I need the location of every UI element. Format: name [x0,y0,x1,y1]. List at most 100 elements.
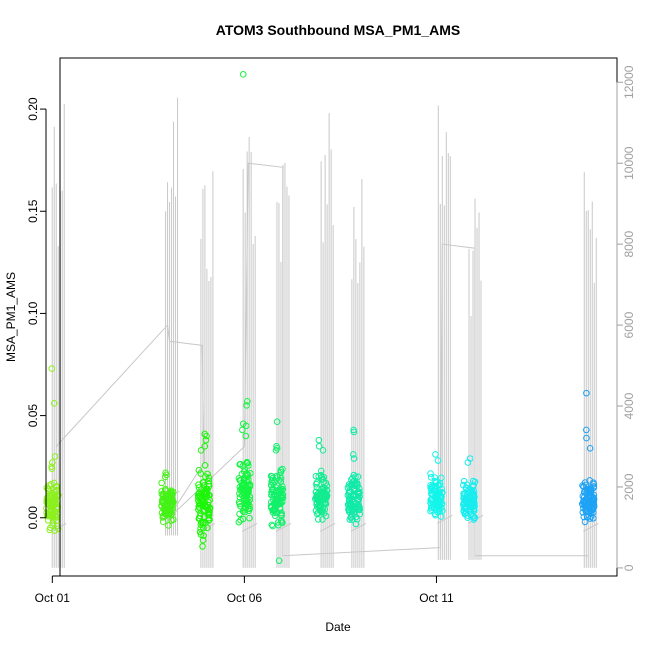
grey-connector-line [55,162,589,557]
data-point [270,492,278,499]
y2-tick-label: 8000 [622,230,636,257]
data-point [314,516,322,523]
data-point [273,502,281,509]
data-point-outlier [583,389,590,397]
data-point [197,470,205,477]
data-point [438,493,445,501]
data-point [206,491,213,499]
data-point [274,519,282,526]
data-point [345,497,353,504]
data-point-outlier [319,447,327,454]
data-point [158,488,165,495]
y2-tick-label: 6000 [622,311,636,338]
data-point [355,501,362,508]
data-point [344,501,352,509]
data-point [320,473,328,481]
data-point [313,479,321,486]
data-point [460,490,467,497]
data-point [345,488,353,496]
data-point [162,487,170,494]
data-point-outlier [243,397,251,405]
data-point [158,479,166,487]
data-point-outlier [201,430,209,438]
data-point [352,481,359,489]
data-point [247,469,254,477]
cluster-oct-05-cluster [194,430,214,550]
data-point [269,485,276,493]
data-point [590,494,597,501]
data-point [239,492,246,499]
data-point [581,497,588,504]
data-point [239,462,247,470]
data-point [589,499,596,506]
data-point [323,492,331,499]
data-point-outlier [239,426,246,434]
data-point [277,468,285,476]
grey-base-segment [467,514,484,524]
data-point [195,499,203,507]
data-point [584,489,591,496]
data-point [242,497,250,504]
data-point [53,517,60,524]
data-point [431,477,439,485]
data-point [467,511,474,519]
grey-base-segment [319,522,336,532]
data-point [462,503,470,510]
data-point [431,482,438,490]
data-point [205,477,213,485]
data-point [584,513,591,521]
data-point-outlier [586,444,594,452]
data-point-outlier [434,457,442,464]
data-point [318,485,325,493]
data-point [430,504,438,512]
data-point [317,467,325,475]
data-point [466,495,474,502]
data-point-outlier [350,428,358,436]
cluster-oct-04-cluster [158,469,177,529]
y2-tick-label: 0 [622,564,636,571]
data-point-outlier [48,465,56,473]
data-point [277,478,285,486]
data-point [205,514,213,522]
plot-frame [59,57,618,577]
data-point [438,489,446,497]
data-point [244,489,251,496]
data-point [579,509,587,516]
data-point [273,484,280,492]
axes-layer: 0.00 0.05 0.10 0.15 0.20 Oct 01 Oct 06 Oct 11 0 2… [26,65,636,605]
data-point [158,502,165,510]
data-point [320,509,328,517]
data-point [48,500,56,507]
data-point [268,476,276,484]
data-point [46,492,53,500]
y-tick-label: 0.05 [26,404,40,428]
data-point [204,501,212,509]
data-point [436,489,443,497]
data-point-outlier [239,71,247,78]
grey-base-segment [241,522,258,532]
data-point [278,519,285,526]
data-point [237,502,244,510]
data-point [269,485,277,492]
data-point [201,462,209,469]
data-point [278,511,285,519]
data-point [277,466,285,474]
data-point [273,508,281,516]
data-point [236,510,243,518]
data-point [54,525,62,533]
data-point [52,483,60,490]
data-point [319,496,327,504]
x-axis-label: Date [325,620,351,634]
y-tick-label: 0.00 [26,506,40,530]
y2-tick-label: 2000 [622,473,636,500]
data-point [583,485,591,493]
cluster-oct-11-cluster [427,451,446,520]
data-point [200,506,208,514]
grey-base-segment [437,514,453,524]
data-point [158,491,166,498]
data-point [355,488,363,495]
data-point [347,500,355,508]
data-point-outlier [48,459,56,466]
data-point [317,503,324,510]
